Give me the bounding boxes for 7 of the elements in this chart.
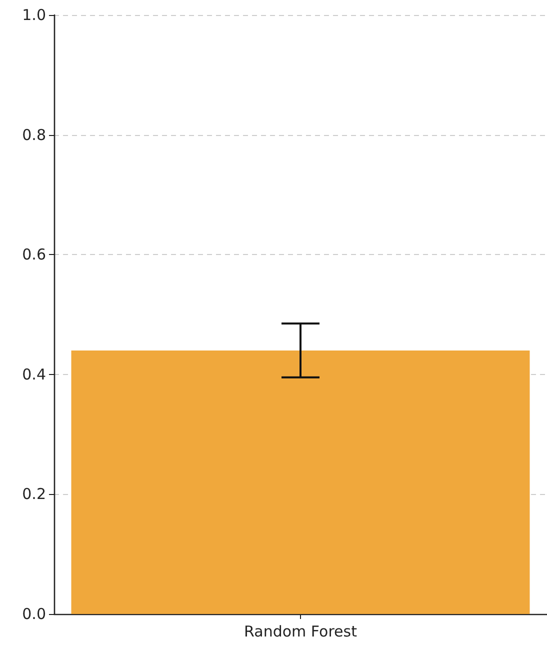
y-tick-label: 0.6: [22, 246, 46, 264]
y-tick-label: 0.8: [22, 126, 46, 144]
x-tick-label: Random Forest: [244, 622, 358, 640]
y-tick-label: 1.0: [22, 6, 46, 24]
y-tick-label: 0.0: [22, 605, 46, 623]
y-tick-label: 0.2: [22, 485, 46, 504]
y-tick-label: 0.4: [22, 365, 46, 384]
